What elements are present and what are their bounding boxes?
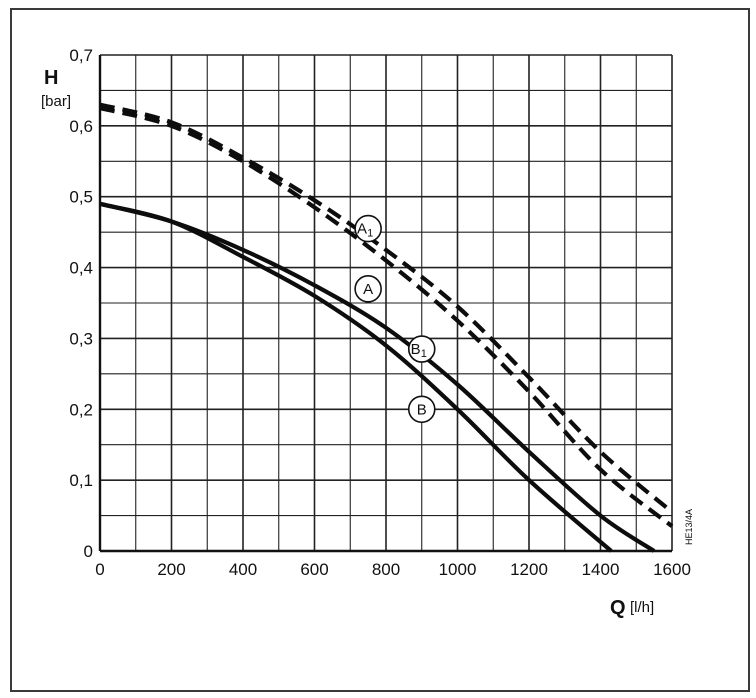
y-tick-label: 0,7 — [69, 46, 93, 65]
y-axis-unit: [bar] — [41, 93, 71, 110]
x-axis-title: Q — [610, 597, 626, 619]
curve-label-circle — [354, 275, 382, 303]
curves — [99, 102, 674, 553]
labels: 0 200 400 600 800 1000 1200 1400 1600 0 0,1 0,2 0,3 0… — [69, 46, 691, 579]
grid — [98, 54, 673, 553]
y-axis-title: H — [44, 67, 58, 89]
x-tick-label: 600 — [300, 560, 328, 579]
curve-a1 — [99, 102, 674, 514]
curve-b1 — [99, 201, 656, 553]
x-tick-label: 400 — [229, 560, 257, 579]
x-tick-label: 1400 — [582, 560, 620, 579]
x-tick-label: 1200 — [510, 560, 548, 579]
y-tick-label: 0,2 — [69, 400, 93, 419]
x-tick-label: 800 — [372, 560, 400, 579]
curve-label-b: B — [407, 395, 436, 424]
x-tick-label: 1600 — [653, 560, 691, 579]
chart-frame — [10, 8, 750, 692]
curve-label-a1: A1 — [354, 214, 382, 243]
y-tick-label: 0,5 — [69, 188, 93, 207]
y-tick-label: 0 — [84, 542, 93, 561]
y-tick-label: 0,1 — [69, 471, 93, 490]
curve-label-circle — [407, 335, 436, 363]
curve-a — [99, 106, 674, 528]
curve-label-circle — [354, 214, 382, 243]
curve-label-text: A1 — [357, 221, 373, 240]
curve-label-text: B1 — [411, 341, 427, 360]
curve-label-text: B — [417, 401, 427, 418]
y-tick-label: 0,3 — [69, 329, 93, 348]
y-tick-label: 0,4 — [69, 259, 93, 278]
x-axis-unit: [l/h] — [630, 599, 654, 616]
curve-b — [99, 201, 613, 553]
curve-label-circle — [407, 395, 436, 424]
x-tick-label: 1000 — [439, 560, 477, 579]
x-tick-label: 200 — [157, 560, 185, 579]
curve-label-b1: B1 — [407, 335, 436, 363]
x-tick-label: 0 — [95, 560, 104, 579]
curve-label-a: A — [354, 275, 382, 303]
figure-code-label: HE13/4A — [684, 509, 694, 545]
y-tick-label: 0,6 — [69, 117, 93, 136]
curve-label-text: A — [363, 281, 373, 298]
